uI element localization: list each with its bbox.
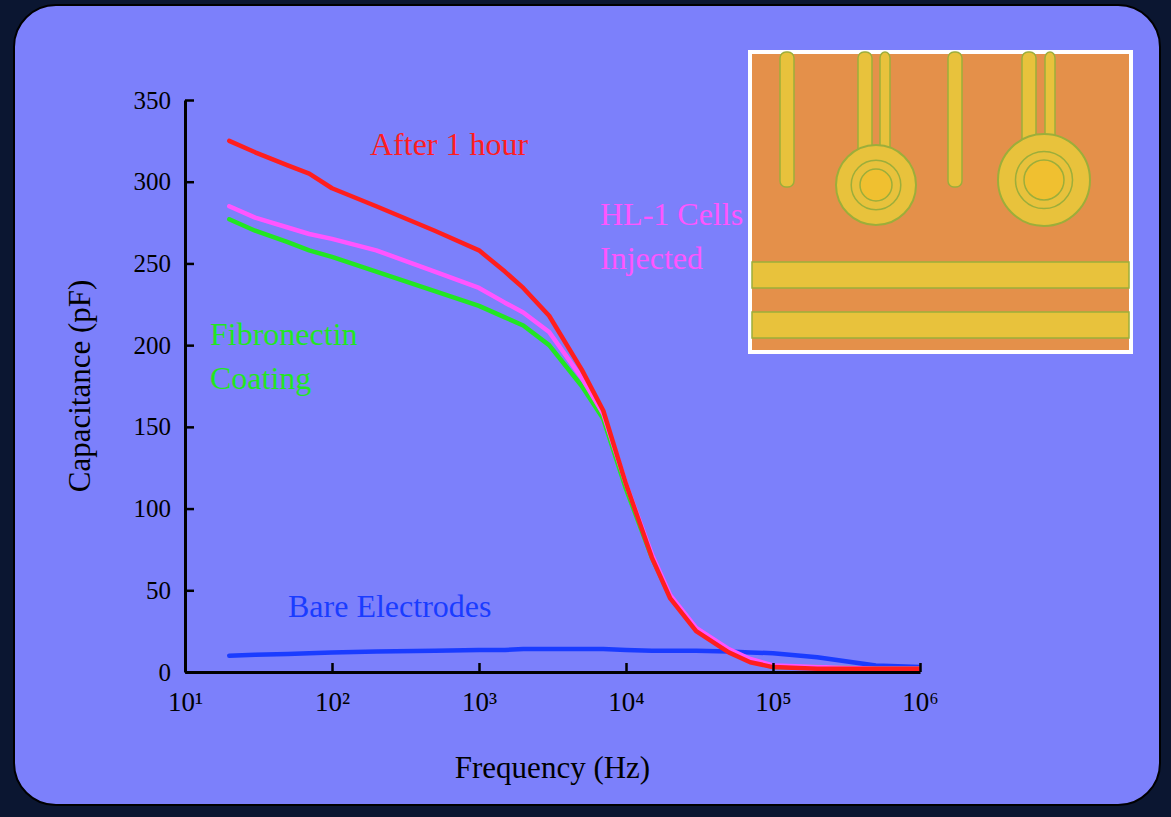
- inset-frame: [750, 52, 1131, 352]
- panel-background: [14, 5, 1160, 805]
- y-tick: 150: [134, 413, 195, 440]
- series-label: Bare Electrodes: [288, 588, 491, 624]
- y-tick-mark: [185, 508, 194, 511]
- y-tick: 100: [134, 495, 195, 522]
- y-tick-mark: [185, 590, 194, 593]
- inset-ring: [851, 160, 901, 210]
- inset-ring: [836, 145, 916, 225]
- inset-bus: [752, 312, 1129, 338]
- x-tick: 10⁶: [902, 663, 938, 717]
- inset-electrode: [860, 169, 892, 201]
- inset-trace: [780, 52, 794, 187]
- y-tick-label: 150: [134, 413, 172, 440]
- chart-root: 10¹ 10² 10³ 10⁴ 10⁵ 10⁶ 0 50 100 150 200 250 300 350 F…: [0, 0, 1171, 817]
- inset-bus: [752, 262, 1129, 288]
- y-axis-title: Capacitance (pF): [62, 280, 97, 493]
- y-tick-label: 200: [134, 332, 172, 359]
- x-tick-mark: [919, 663, 922, 672]
- x-tick-label: 10⁵: [755, 687, 791, 717]
- y-tick: 300: [134, 168, 195, 195]
- y-tick: 0: [159, 659, 195, 686]
- inset-trace: [948, 52, 962, 187]
- y-tick: 200: [134, 332, 195, 359]
- x-tick: 10⁵: [755, 663, 791, 717]
- y-tick-label: 100: [134, 495, 172, 522]
- x-tick: 10²: [315, 663, 350, 717]
- y-tick-label: 350: [134, 87, 172, 114]
- x-tick-mark: [331, 663, 334, 672]
- inset-electrode: [1024, 160, 1064, 200]
- y-tick-label: 300: [134, 168, 172, 195]
- x-tick-label: 10⁴: [608, 687, 644, 717]
- inset-ring: [998, 134, 1090, 226]
- inset-micrograph: [750, 52, 1131, 352]
- x-axis-title: Frequency (Hz): [455, 750, 650, 785]
- inset-ring: [1015, 151, 1072, 208]
- x-tick-label: 10¹: [168, 687, 203, 717]
- y-tick-label: 0: [159, 659, 172, 686]
- y-tick-label: 50: [146, 577, 171, 604]
- y-tick-mark: [185, 99, 194, 102]
- x-tick-mark: [772, 663, 775, 672]
- y-tick-mark: [185, 263, 194, 266]
- x-tick-label: 10⁶: [902, 687, 938, 717]
- y-tick-mark: [185, 181, 194, 184]
- x-tick-label: 10³: [462, 687, 497, 717]
- y-axis-line: [184, 101, 187, 673]
- series-label: HL-1 CellsInjected: [600, 196, 743, 276]
- y-tick: 50: [146, 577, 194, 604]
- y-tick: 350: [134, 87, 195, 114]
- x-tick-label: 10²: [315, 687, 350, 717]
- series-line: [229, 219, 920, 668]
- y-tick-mark: [185, 671, 194, 674]
- x-tick-mark: [625, 663, 628, 672]
- series-label: After 1 hour: [370, 126, 529, 162]
- series-line: [229, 141, 920, 669]
- y-tick: 250: [134, 250, 195, 277]
- y-axis: 0 50 100 150 200 250 300 350: [134, 87, 195, 686]
- series-line: [229, 206, 920, 669]
- page-background: [0, 0, 1171, 817]
- series-label: FibronectinCoating: [210, 316, 358, 396]
- x-tick-mark: [478, 663, 481, 672]
- x-tick: 10⁴: [608, 663, 644, 717]
- y-tick-label: 250: [134, 250, 172, 277]
- x-tick: 10³: [462, 663, 497, 717]
- x-axis-line: [186, 671, 921, 674]
- y-tick-mark: [185, 426, 194, 429]
- plot-area: [229, 141, 920, 669]
- x-axis: 10¹ 10² 10³ 10⁴ 10⁵ 10⁶: [168, 663, 939, 717]
- y-tick-mark: [185, 344, 194, 347]
